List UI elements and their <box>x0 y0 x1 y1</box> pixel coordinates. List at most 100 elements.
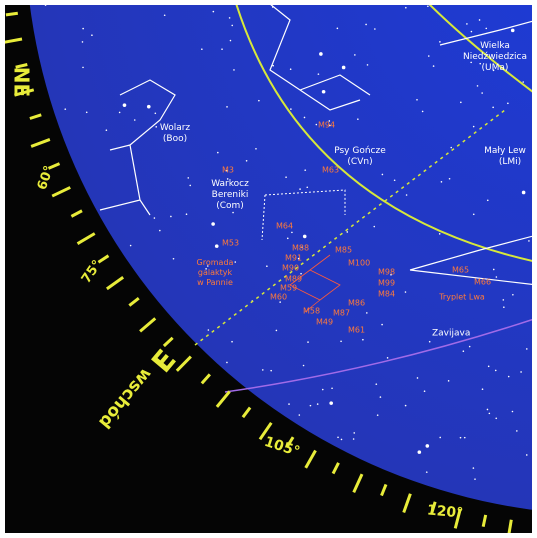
rim-tick <box>200 373 211 385</box>
star <box>346 231 349 233</box>
star <box>438 233 441 235</box>
star <box>425 444 430 448</box>
star <box>386 357 389 359</box>
star <box>470 30 473 33</box>
star <box>229 39 232 42</box>
star <box>231 340 233 343</box>
star <box>232 211 234 214</box>
star <box>404 404 407 407</box>
object-label: M98 <box>378 268 395 277</box>
constellation-name: Mały Lew (LMi) <box>484 146 526 167</box>
rim-tick <box>15 63 28 69</box>
arc <box>428 5 532 93</box>
star <box>300 272 302 275</box>
star <box>511 410 514 413</box>
object-label: M84 <box>378 290 395 299</box>
star <box>272 64 274 67</box>
star <box>64 108 67 110</box>
star <box>214 244 219 248</box>
star <box>459 436 462 439</box>
star <box>105 129 108 132</box>
star <box>439 41 441 43</box>
object-label: M85 <box>335 246 352 255</box>
constellation-name: Warkocz Bereniki (Com) <box>211 179 249 211</box>
star <box>476 85 479 87</box>
star <box>228 17 231 19</box>
star-name: Zavijava <box>432 329 470 339</box>
star <box>528 240 530 242</box>
constellation-name: Wielka Niedźwiedzica (UMa) <box>463 41 527 73</box>
star <box>423 390 426 392</box>
rim-tick <box>128 296 140 307</box>
star <box>201 48 203 50</box>
rim-tick <box>29 113 42 120</box>
star <box>495 417 498 420</box>
star <box>206 265 209 267</box>
boundary <box>261 189 346 241</box>
star <box>375 383 378 385</box>
purple-line <box>224 318 532 393</box>
star <box>340 340 342 343</box>
star <box>381 323 383 326</box>
star <box>460 101 462 104</box>
star <box>376 414 379 416</box>
star <box>472 125 475 128</box>
star <box>270 369 272 372</box>
star <box>379 396 382 398</box>
star <box>301 246 303 249</box>
cluster-name: Tryplet Lwa <box>438 293 485 302</box>
star <box>205 268 207 270</box>
star <box>81 41 84 43</box>
star <box>288 403 290 405</box>
star <box>82 66 84 69</box>
rim-tick <box>97 254 110 264</box>
star <box>428 340 431 343</box>
star <box>393 179 396 182</box>
star <box>298 414 301 416</box>
constellation-lines <box>269 5 371 111</box>
star <box>185 213 188 216</box>
star <box>479 62 482 65</box>
star <box>512 293 514 296</box>
star <box>189 184 192 187</box>
star <box>226 178 229 180</box>
rim-tick <box>215 390 231 408</box>
rim-tick <box>5 11 19 17</box>
star <box>217 151 219 154</box>
star <box>207 329 210 331</box>
rim-tick <box>352 473 364 493</box>
star <box>492 69 495 72</box>
star <box>421 110 424 113</box>
star <box>502 299 505 301</box>
object-label: M90 <box>282 264 299 273</box>
rim-tick <box>14 88 35 97</box>
star <box>306 186 309 189</box>
object-label: M91 <box>285 254 302 263</box>
star <box>309 404 312 407</box>
star <box>507 375 510 378</box>
star <box>234 261 237 263</box>
star <box>255 147 257 150</box>
compass-ne: NE <box>10 67 34 97</box>
star <box>328 120 331 122</box>
star <box>362 338 364 341</box>
rim-tick <box>481 514 488 527</box>
object-label: M100 <box>348 259 370 268</box>
star <box>488 412 491 415</box>
star <box>472 213 475 216</box>
star <box>487 365 490 368</box>
ecliptic <box>235 5 532 262</box>
star <box>374 28 376 30</box>
dotted-line <box>194 109 506 346</box>
star <box>337 436 339 439</box>
object-label: M89 <box>285 275 302 284</box>
star <box>321 388 324 391</box>
star <box>525 348 528 350</box>
star <box>486 408 489 411</box>
star <box>448 177 451 180</box>
star <box>510 28 515 33</box>
rim-tick <box>70 209 83 218</box>
star <box>331 387 333 390</box>
star <box>289 68 292 71</box>
